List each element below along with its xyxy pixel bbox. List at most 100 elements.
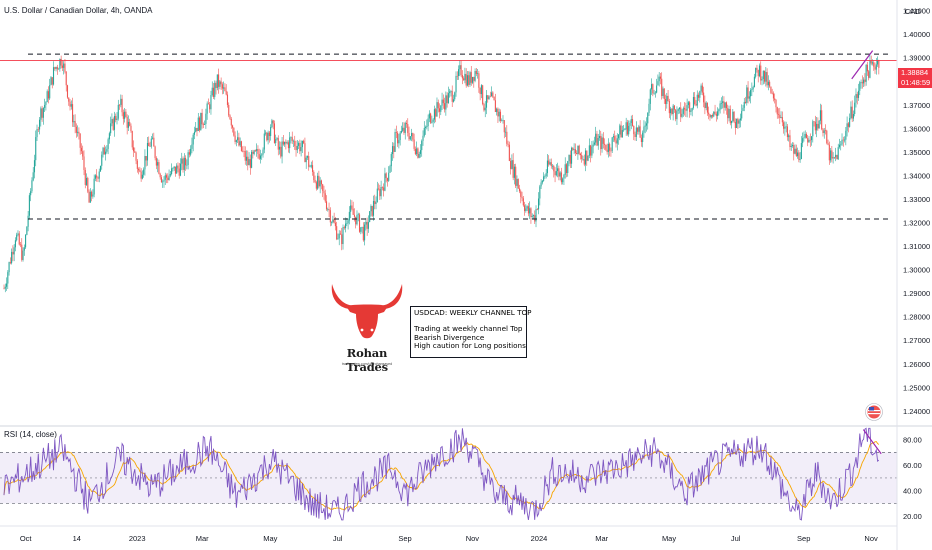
candle-body bbox=[394, 132, 396, 152]
candle-body bbox=[421, 140, 423, 151]
candle-body bbox=[517, 178, 519, 189]
candle-body bbox=[245, 156, 248, 161]
candle-body bbox=[132, 147, 135, 152]
time-tick-label: Mar bbox=[196, 534, 209, 543]
rsi-axis[interactable]: 80.00 60.00 40.00 20.00 bbox=[903, 436, 922, 521]
candle-body bbox=[191, 144, 193, 149]
candle-body bbox=[483, 103, 485, 111]
candle-body bbox=[803, 137, 805, 139]
candle-body bbox=[559, 172, 561, 177]
time-axis[interactable]: Oct 14 2023 Mar May Jul Sep Nov 2024 Mar May Jul Sep… bbox=[20, 534, 878, 543]
candle-body bbox=[852, 114, 854, 119]
rsi-pane[interactable]: RSI (14, close) bbox=[0, 427, 897, 521]
candle-body bbox=[400, 130, 402, 133]
candle-body bbox=[538, 198, 540, 210]
candle-body bbox=[863, 79, 865, 84]
candle-body bbox=[691, 107, 693, 111]
candle-body bbox=[150, 138, 152, 147]
candle-body bbox=[577, 145, 579, 155]
candle-body bbox=[146, 142, 149, 161]
candle-body bbox=[432, 119, 434, 122]
candle-body bbox=[544, 176, 546, 177]
candle-body bbox=[816, 123, 818, 131]
candle-body bbox=[164, 175, 166, 180]
candle-body bbox=[609, 143, 611, 151]
us-flag-icon[interactable] bbox=[865, 403, 883, 421]
candle-body bbox=[682, 108, 684, 114]
symbol-title[interactable]: U.S. Dollar / Canadian Dollar, 4h, OANDA bbox=[4, 6, 153, 15]
candle-body bbox=[237, 137, 239, 141]
candle-body bbox=[821, 110, 823, 129]
candle-body bbox=[75, 126, 77, 133]
candle-body bbox=[844, 139, 846, 141]
candle-body bbox=[186, 164, 188, 166]
candle-body bbox=[743, 101, 745, 108]
candle-body bbox=[860, 82, 862, 83]
price-tick-label: 1.33000 bbox=[903, 195, 930, 204]
rsi-divergence-line[interactable] bbox=[862, 429, 882, 455]
candle-body bbox=[515, 166, 517, 186]
candle-body bbox=[347, 220, 349, 224]
candle-body bbox=[73, 121, 75, 123]
candle-body bbox=[489, 96, 491, 98]
candle-body bbox=[118, 104, 121, 106]
candle-body bbox=[733, 111, 735, 122]
candle-body bbox=[840, 144, 842, 146]
annotation-box[interactable]: USDCAD: WEEKLY CHANNEL TOP Trading at we… bbox=[410, 306, 531, 358]
candle-body bbox=[352, 208, 354, 215]
candle-body bbox=[333, 219, 335, 223]
candle-body bbox=[572, 147, 574, 150]
channel-trendline[interactable] bbox=[851, 50, 874, 80]
price-pane[interactable] bbox=[0, 0, 897, 425]
candle-body bbox=[494, 100, 496, 113]
candle-body bbox=[625, 122, 627, 130]
price-tick-label: 1.34000 bbox=[903, 171, 930, 180]
candle-body bbox=[176, 165, 178, 174]
candle-body bbox=[436, 102, 438, 117]
candle-body bbox=[859, 82, 861, 91]
candle-body bbox=[220, 81, 222, 85]
candle-body bbox=[865, 64, 867, 82]
candle-body bbox=[776, 107, 778, 115]
candle-body bbox=[318, 175, 320, 187]
candle-body bbox=[298, 143, 300, 146]
candle-body bbox=[266, 132, 268, 141]
candle-body bbox=[511, 160, 513, 169]
candle-body bbox=[758, 65, 761, 77]
candle-body bbox=[779, 114, 781, 118]
candle-body bbox=[841, 139, 843, 145]
rsi-tick-label: 40.00 bbox=[903, 487, 922, 496]
candle-body bbox=[819, 110, 821, 121]
candle-body bbox=[697, 94, 700, 98]
candle-body bbox=[784, 126, 786, 129]
price-axis[interactable]: 1.410001.400001.390001.380001.370001.360… bbox=[903, 7, 930, 416]
candle-body bbox=[631, 119, 634, 126]
candle-body bbox=[23, 247, 25, 251]
candle-body bbox=[77, 131, 79, 133]
candle-body bbox=[89, 191, 91, 203]
candle-body bbox=[411, 133, 413, 137]
annotation-line-2: Bearish Divergence bbox=[414, 332, 485, 342]
candle-body bbox=[190, 148, 192, 155]
candle-body bbox=[551, 165, 554, 167]
candle-body bbox=[714, 111, 716, 114]
rsi-tick-label: 80.00 bbox=[903, 436, 922, 445]
candle-body bbox=[141, 174, 143, 179]
candle-body bbox=[262, 149, 264, 155]
candle-body bbox=[672, 105, 674, 115]
candle-body bbox=[497, 108, 499, 117]
candle-body bbox=[88, 191, 90, 203]
candle-body bbox=[795, 148, 797, 157]
candle-body bbox=[645, 123, 648, 126]
candle-body bbox=[305, 157, 307, 163]
candle-body bbox=[644, 125, 646, 127]
candle-body bbox=[332, 219, 334, 223]
rsi-tick-label: 20.00 bbox=[903, 512, 922, 521]
candle-body bbox=[438, 108, 441, 112]
candle-body bbox=[535, 209, 537, 222]
candle-body bbox=[371, 205, 373, 216]
time-tick-label: 14 bbox=[73, 534, 81, 543]
candle-body bbox=[275, 139, 277, 143]
candle-body bbox=[126, 116, 128, 128]
